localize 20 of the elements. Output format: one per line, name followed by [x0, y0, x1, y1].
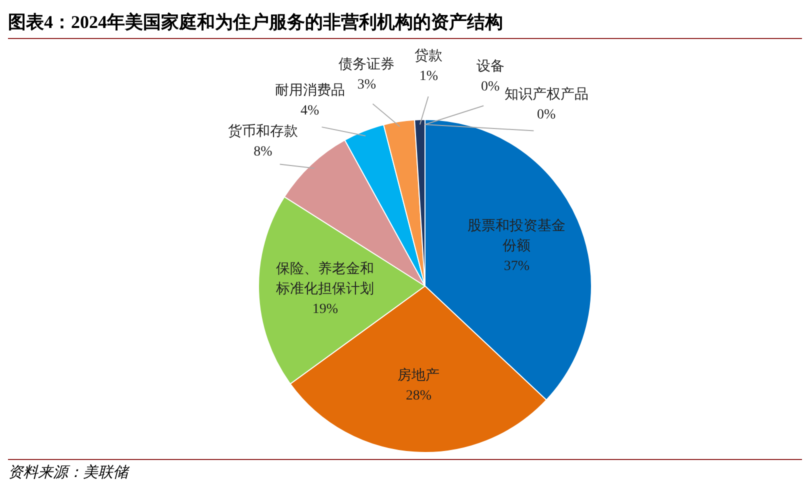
- text: 资料来源：美联储: [8, 459, 802, 482]
- slice-label: 货币和存款: [228, 124, 298, 140]
- slice-label: 股票和投资基金份额: [468, 218, 566, 254]
- data-label: 1%: [419, 69, 438, 84]
- slice-label: 保险、养老金和标准化担保计划: [275, 260, 374, 297]
- data-label: 3%: [357, 77, 376, 92]
- slice-label: 贷款: [414, 48, 443, 64]
- category-label: 设备: [476, 60, 504, 75]
- chart-title: 图表4：2024年美国家庭和为住户服务的非营利机构的资产结构: [8, 8, 802, 39]
- data-label: 19%: [312, 302, 338, 317]
- data-label: 8%: [254, 144, 273, 160]
- slice-label: 房地产: [398, 367, 440, 384]
- slice-label: 耐用消费品: [274, 82, 345, 98]
- data-label: 37%: [504, 258, 530, 274]
- data-label: 4%: [300, 103, 320, 118]
- text: 0%: [481, 80, 500, 95]
- data-label: 28%: [406, 388, 432, 404]
- text: 0%: [536, 107, 556, 122]
- category-label: 知识产权产品: [504, 87, 588, 102]
- slice-label: 债务证券: [338, 56, 395, 72]
